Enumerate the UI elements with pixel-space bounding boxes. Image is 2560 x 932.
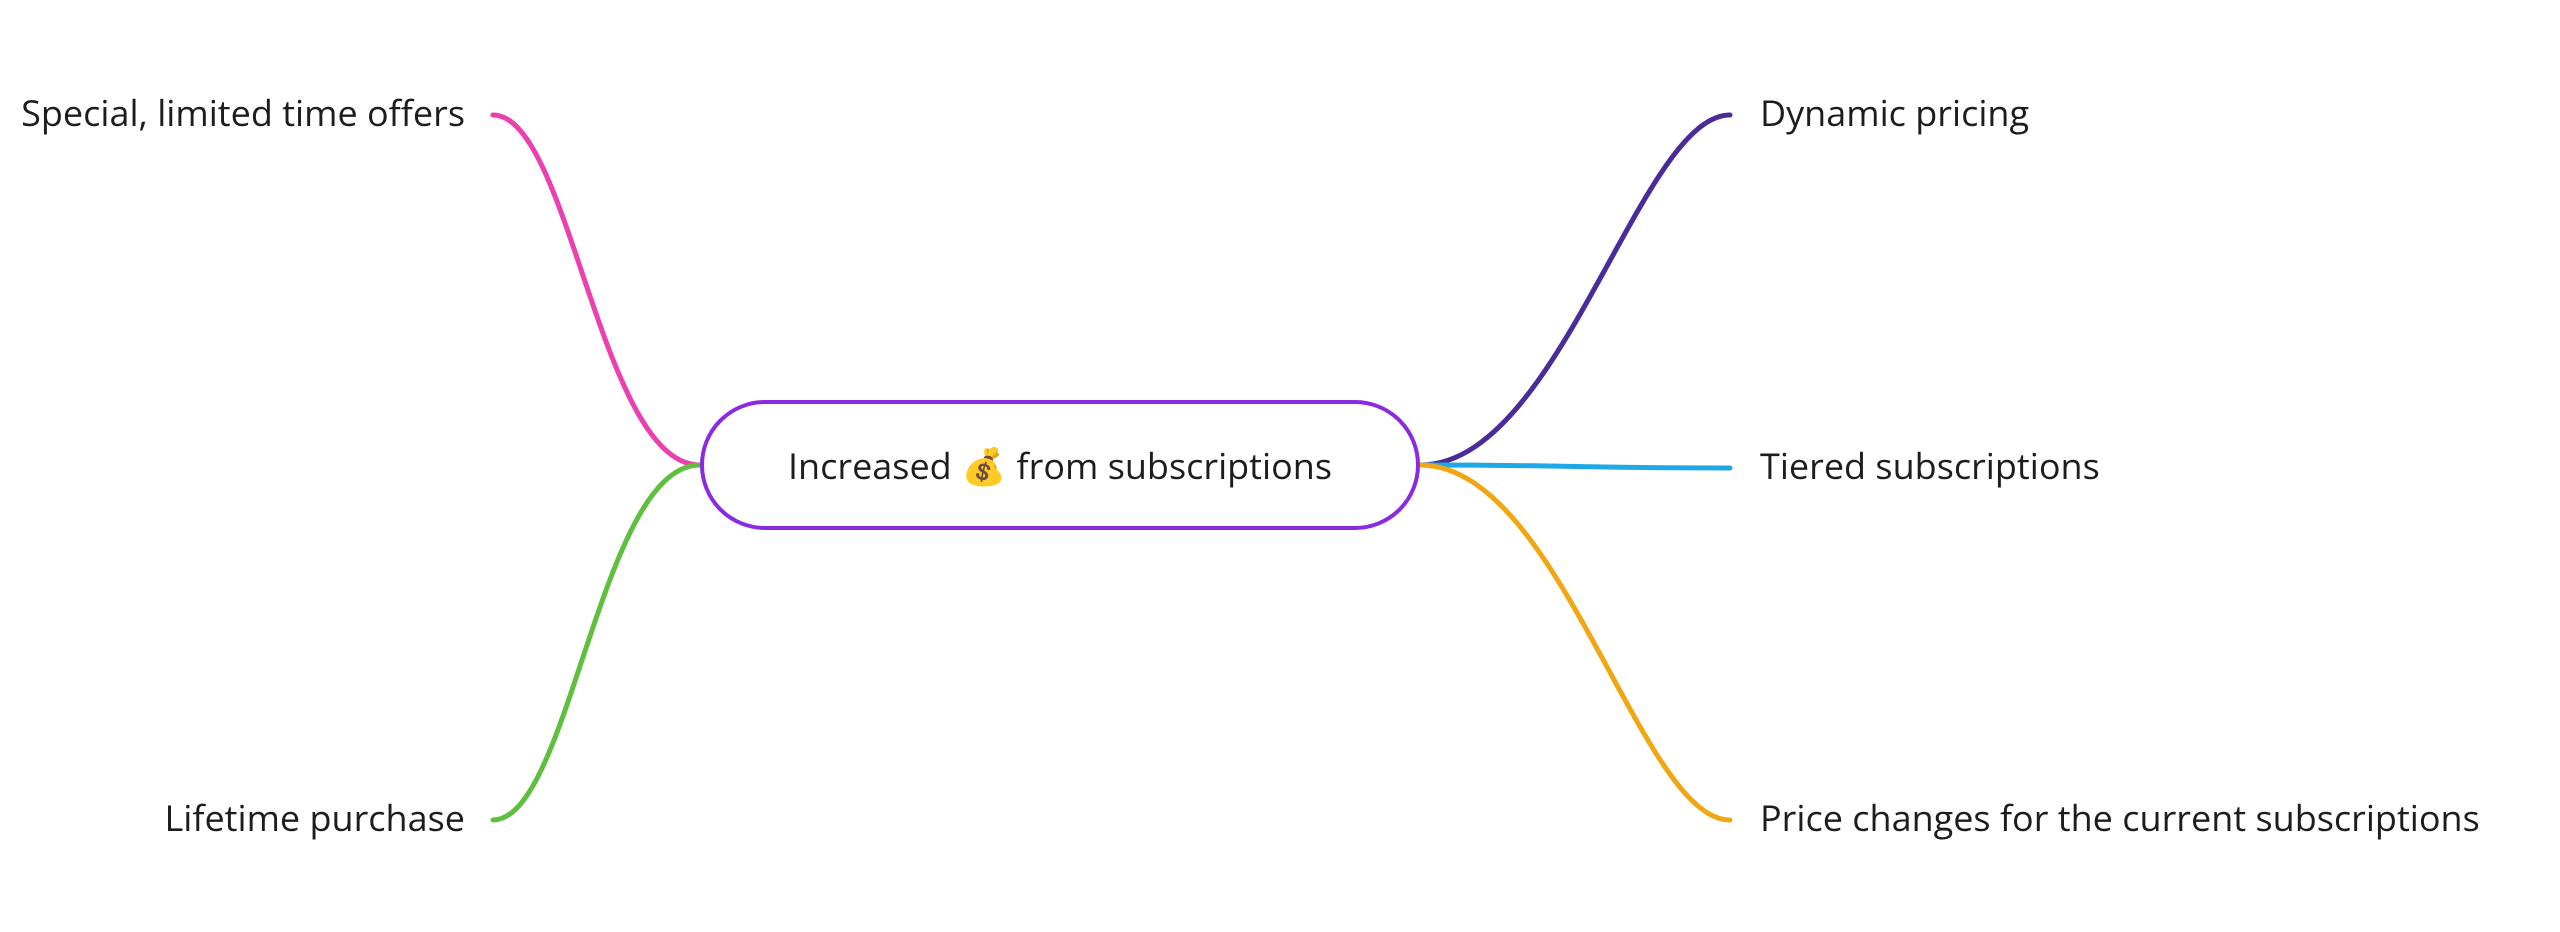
edge-dynamic-pricing (1420, 115, 1730, 465)
money-bag-icon: 💰 (962, 441, 1007, 490)
central-node: Increased 💰 from subscriptions (700, 400, 1420, 530)
branch-label-dynamic-pricing: Dynamic pricing (1760, 88, 2029, 137)
edge-lifetime-purchase (493, 465, 700, 820)
branch-label-tiered-subscriptions: Tiered subscriptions (1760, 441, 2100, 490)
mindmap-canvas: Increased 💰 from subscriptions Dynamic p… (0, 0, 2560, 932)
edge-price-changes (1420, 465, 1730, 820)
branch-label-lifetime-purchase: Lifetime purchase (164, 793, 465, 842)
edge-tiered-subscriptions (1420, 465, 1730, 468)
edge-special-offers (493, 115, 700, 465)
branch-label-special-offers: Special, limited time offers (21, 88, 465, 137)
central-text-after: from subscriptions (1017, 441, 1332, 490)
central-text-before: Increased (788, 441, 952, 490)
branch-label-price-changes: Price changes for the current subscripti… (1760, 793, 2480, 842)
